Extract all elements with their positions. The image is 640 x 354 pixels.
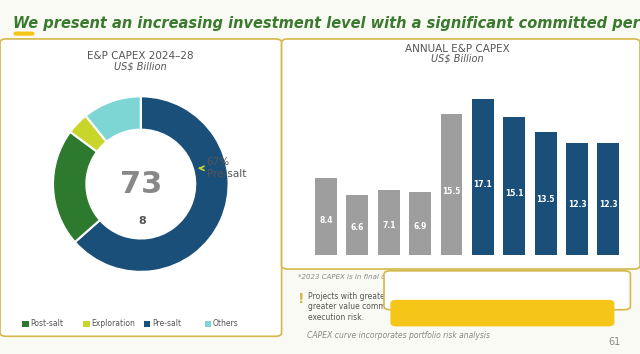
Text: 17.1: 17.1 bbox=[474, 180, 492, 189]
Text: 8: 8 bbox=[139, 216, 147, 226]
Wedge shape bbox=[86, 96, 141, 142]
Text: 67%
Pre-salt: 67% Pre-salt bbox=[200, 158, 246, 179]
Text: 13.5: 13.5 bbox=[536, 195, 555, 204]
Bar bbox=[566, 143, 588, 255]
Bar bbox=[378, 190, 400, 255]
Text: 15.1: 15.1 bbox=[505, 189, 524, 198]
Text: 82%: 82% bbox=[430, 286, 456, 296]
Text: 3: 3 bbox=[118, 212, 125, 222]
Text: 12.3: 12.3 bbox=[599, 200, 618, 209]
Text: 16: 16 bbox=[100, 175, 115, 185]
Bar bbox=[346, 195, 369, 255]
Text: Exploration: Exploration bbox=[92, 319, 136, 329]
Text: 61: 61 bbox=[609, 337, 621, 347]
Text: 15.5: 15.5 bbox=[442, 187, 461, 196]
Text: 6.6: 6.6 bbox=[351, 223, 364, 232]
Text: 7.1: 7.1 bbox=[382, 221, 396, 230]
Text: US$ Billion: US$ Billion bbox=[431, 54, 484, 64]
Text: 8.4: 8.4 bbox=[319, 216, 333, 225]
Bar bbox=[315, 178, 337, 255]
Wedge shape bbox=[53, 132, 100, 242]
Text: 92%: 92% bbox=[396, 286, 420, 296]
Text: CAPEX curve incorporates portfolio risk analysis: CAPEX curve incorporates portfolio risk … bbox=[307, 331, 490, 340]
Text: 51%: 51% bbox=[495, 286, 520, 296]
Text: 12.3: 12.3 bbox=[568, 200, 586, 209]
Bar bbox=[472, 99, 494, 255]
Text: % committed per year: % committed per year bbox=[438, 308, 567, 318]
Bar bbox=[503, 118, 525, 255]
Text: Post-salt: Post-salt bbox=[31, 319, 64, 329]
Bar bbox=[534, 132, 557, 255]
Text: US$ Billion: US$ Billion bbox=[115, 62, 167, 72]
Bar bbox=[597, 143, 620, 255]
Text: 6.9: 6.9 bbox=[413, 222, 427, 231]
Wedge shape bbox=[75, 96, 228, 272]
Bar bbox=[409, 192, 431, 255]
Text: ANNUAL E&P CAPEX: ANNUAL E&P CAPEX bbox=[405, 44, 510, 54]
Text: 73: 73 bbox=[120, 170, 162, 199]
Text: 47: 47 bbox=[166, 169, 182, 178]
Text: Projects with greater maturity and, consequently,
greater value committed in con: Projects with greater maturity and, cons… bbox=[308, 292, 509, 322]
Text: Others: Others bbox=[213, 319, 239, 329]
Bar bbox=[440, 114, 463, 255]
Text: !: ! bbox=[298, 292, 304, 306]
Wedge shape bbox=[70, 116, 107, 152]
Text: E&P CAPEX 2024–28: E&P CAPEX 2024–28 bbox=[88, 51, 194, 61]
Text: 70%: 70% bbox=[462, 286, 488, 296]
Text: *2023 CAPEX is in final calculation: *2023 CAPEX is in final calculation bbox=[298, 274, 419, 280]
Text: Pre-salt: Pre-salt bbox=[152, 319, 182, 329]
Text: 43%: 43% bbox=[527, 286, 553, 296]
Text: We present an increasing investment level with a significant committed percentag: We present an increasing investment leve… bbox=[13, 16, 640, 31]
